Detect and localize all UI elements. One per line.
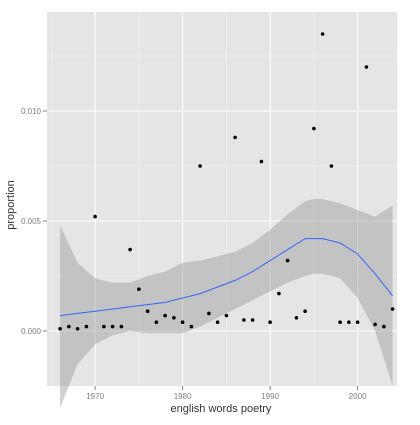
data-point [259,159,264,164]
data-point [128,247,132,252]
data-point [338,320,342,325]
data-point [215,320,220,325]
data-point [84,324,89,329]
data-point [163,313,167,318]
data-point [189,324,194,329]
data-point [268,320,272,325]
data-point [373,322,377,327]
data-point [303,309,307,314]
data-point [390,307,395,311]
confidence-ribbon [60,199,393,408]
x-tick-label: 2000 [349,392,367,401]
data-point [364,65,369,69]
data-point [355,320,360,325]
data-point [242,318,246,322]
data-point [207,311,211,316]
data-point [233,135,237,140]
x-tick-label: 1990 [261,392,279,401]
data-point [67,324,71,329]
data-point [58,327,62,331]
data-point [145,309,150,314]
data-point [172,316,176,320]
x-tick-label: 1980 [174,392,192,401]
data-point [285,258,290,263]
x-axis-label: english words poetry [171,403,272,415]
data-point [75,327,80,331]
data-point [154,320,159,325]
y-tick-label: 0.010 [21,107,42,116]
data-point [93,214,97,219]
data-point [329,164,334,168]
data-point [224,313,229,318]
y-tick-label: 0.000 [21,327,42,336]
data-point [250,318,255,322]
smooth-trend-line [60,238,393,317]
data-point [277,291,281,296]
y-tick-label: 0.005 [21,217,42,226]
data-points [58,32,395,331]
data-point [180,320,185,325]
x-tick-label: 1970 [86,392,104,401]
x-axis-ticks: 1970 1980 1990 2000 [86,386,367,401]
data-point [102,324,106,329]
data-point [312,126,316,131]
data-point [382,324,386,329]
data-point [137,287,141,292]
data-point [110,324,115,329]
y-axis-ticks: 0.000 0.005 0.010 [21,107,47,336]
data-point [320,32,325,36]
plot-panel [47,12,397,386]
data-point [294,316,299,320]
data-point [198,164,202,168]
y-axis-label: proportion [5,180,17,230]
data-point [119,324,124,329]
minor-gridlines [47,12,397,386]
data-point [347,320,351,325]
